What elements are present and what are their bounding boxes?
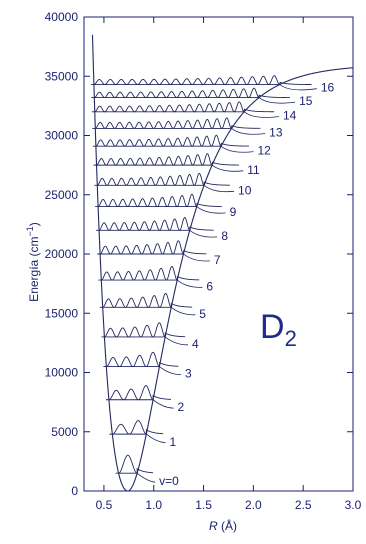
level-leader <box>211 164 244 172</box>
x-axis-title: R (Å) <box>209 518 237 533</box>
level-lines-layer <box>93 84 280 474</box>
level-label: 14 <box>283 109 297 123</box>
axis-ticks: 0 5000 10000 15000 20000 25000 30000 35000 40000… <box>45 10 362 512</box>
wavefunction-curve <box>95 193 222 208</box>
x-tick-label: 1.5 <box>195 498 212 512</box>
x-tick-label: 1.0 <box>145 498 162 512</box>
level-label: 11 <box>247 163 260 177</box>
level-label: 9 <box>230 205 237 219</box>
x-tick-label: 3.0 <box>345 498 362 512</box>
wavefunction-curve <box>109 420 164 435</box>
potential-energy-curve <box>91 34 354 492</box>
level-leader <box>159 366 182 376</box>
level-leader <box>279 84 317 91</box>
x-tick-label: 2.0 <box>245 498 262 512</box>
wavefunction-curve <box>93 153 239 166</box>
y-tick-label: 0 <box>71 484 78 498</box>
level-leader <box>164 336 189 346</box>
level-label: 1 <box>170 435 177 449</box>
level-label: 8 <box>221 229 228 243</box>
level-label: 6 <box>206 279 213 293</box>
wavefunction-curve <box>91 101 275 113</box>
wavefunction-curve <box>101 322 186 338</box>
y-tick-label: 30000 <box>45 129 79 143</box>
wavefunction-curve <box>92 134 249 148</box>
wavefunction-curve <box>97 240 207 255</box>
wavefunction-curve <box>115 454 154 474</box>
wavefunction-curve <box>94 172 230 187</box>
level-leader <box>220 145 254 153</box>
level-leader <box>189 229 218 238</box>
wavefunction-curve <box>103 351 179 368</box>
level-leader <box>146 433 166 444</box>
y-tick-label: 40000 <box>45 10 79 24</box>
level-leader <box>183 253 210 262</box>
wavefunction-curve <box>90 75 312 86</box>
level-label: v=0 <box>159 474 179 488</box>
level-leader <box>231 128 266 135</box>
level-leader <box>203 184 235 193</box>
level-leader <box>136 472 156 483</box>
level-label: 10 <box>238 183 252 197</box>
level-leader <box>243 111 280 118</box>
wavefunction-curve <box>98 266 200 281</box>
wavefunction-curve <box>96 217 214 232</box>
x-tick-label: 0.5 <box>96 498 113 512</box>
level-label: 7 <box>214 253 221 267</box>
level-label: 13 <box>269 125 283 139</box>
y-tick-label: 10000 <box>45 366 79 380</box>
y-tick-label: 20000 <box>45 247 79 261</box>
level-label: 12 <box>257 144 271 158</box>
level-leader <box>152 399 174 409</box>
level-leader <box>196 206 226 214</box>
level-label: 16 <box>321 81 335 95</box>
y-tick-label: 15000 <box>45 306 79 320</box>
x-tick-label: 2.5 <box>295 498 312 512</box>
level-leader <box>176 279 203 288</box>
y-tick-label: 5000 <box>51 425 78 439</box>
level-leader <box>258 97 296 104</box>
wavefunction-curve <box>92 117 261 130</box>
level-label: 5 <box>199 307 206 321</box>
level-label: 4 <box>192 337 199 351</box>
wavefunction-curve <box>99 292 193 309</box>
wavefunction-curve <box>105 385 172 401</box>
y-tick-label: 25000 <box>45 188 79 202</box>
level-label: 2 <box>177 400 184 414</box>
level-label: 15 <box>299 94 313 108</box>
level-label: 3 <box>185 367 192 381</box>
y-axis-title: Energía (cm−1) <box>25 222 41 302</box>
species-label: D2 <box>260 308 297 351</box>
level-leader <box>171 306 196 316</box>
y-tick-label: 35000 <box>45 69 79 83</box>
